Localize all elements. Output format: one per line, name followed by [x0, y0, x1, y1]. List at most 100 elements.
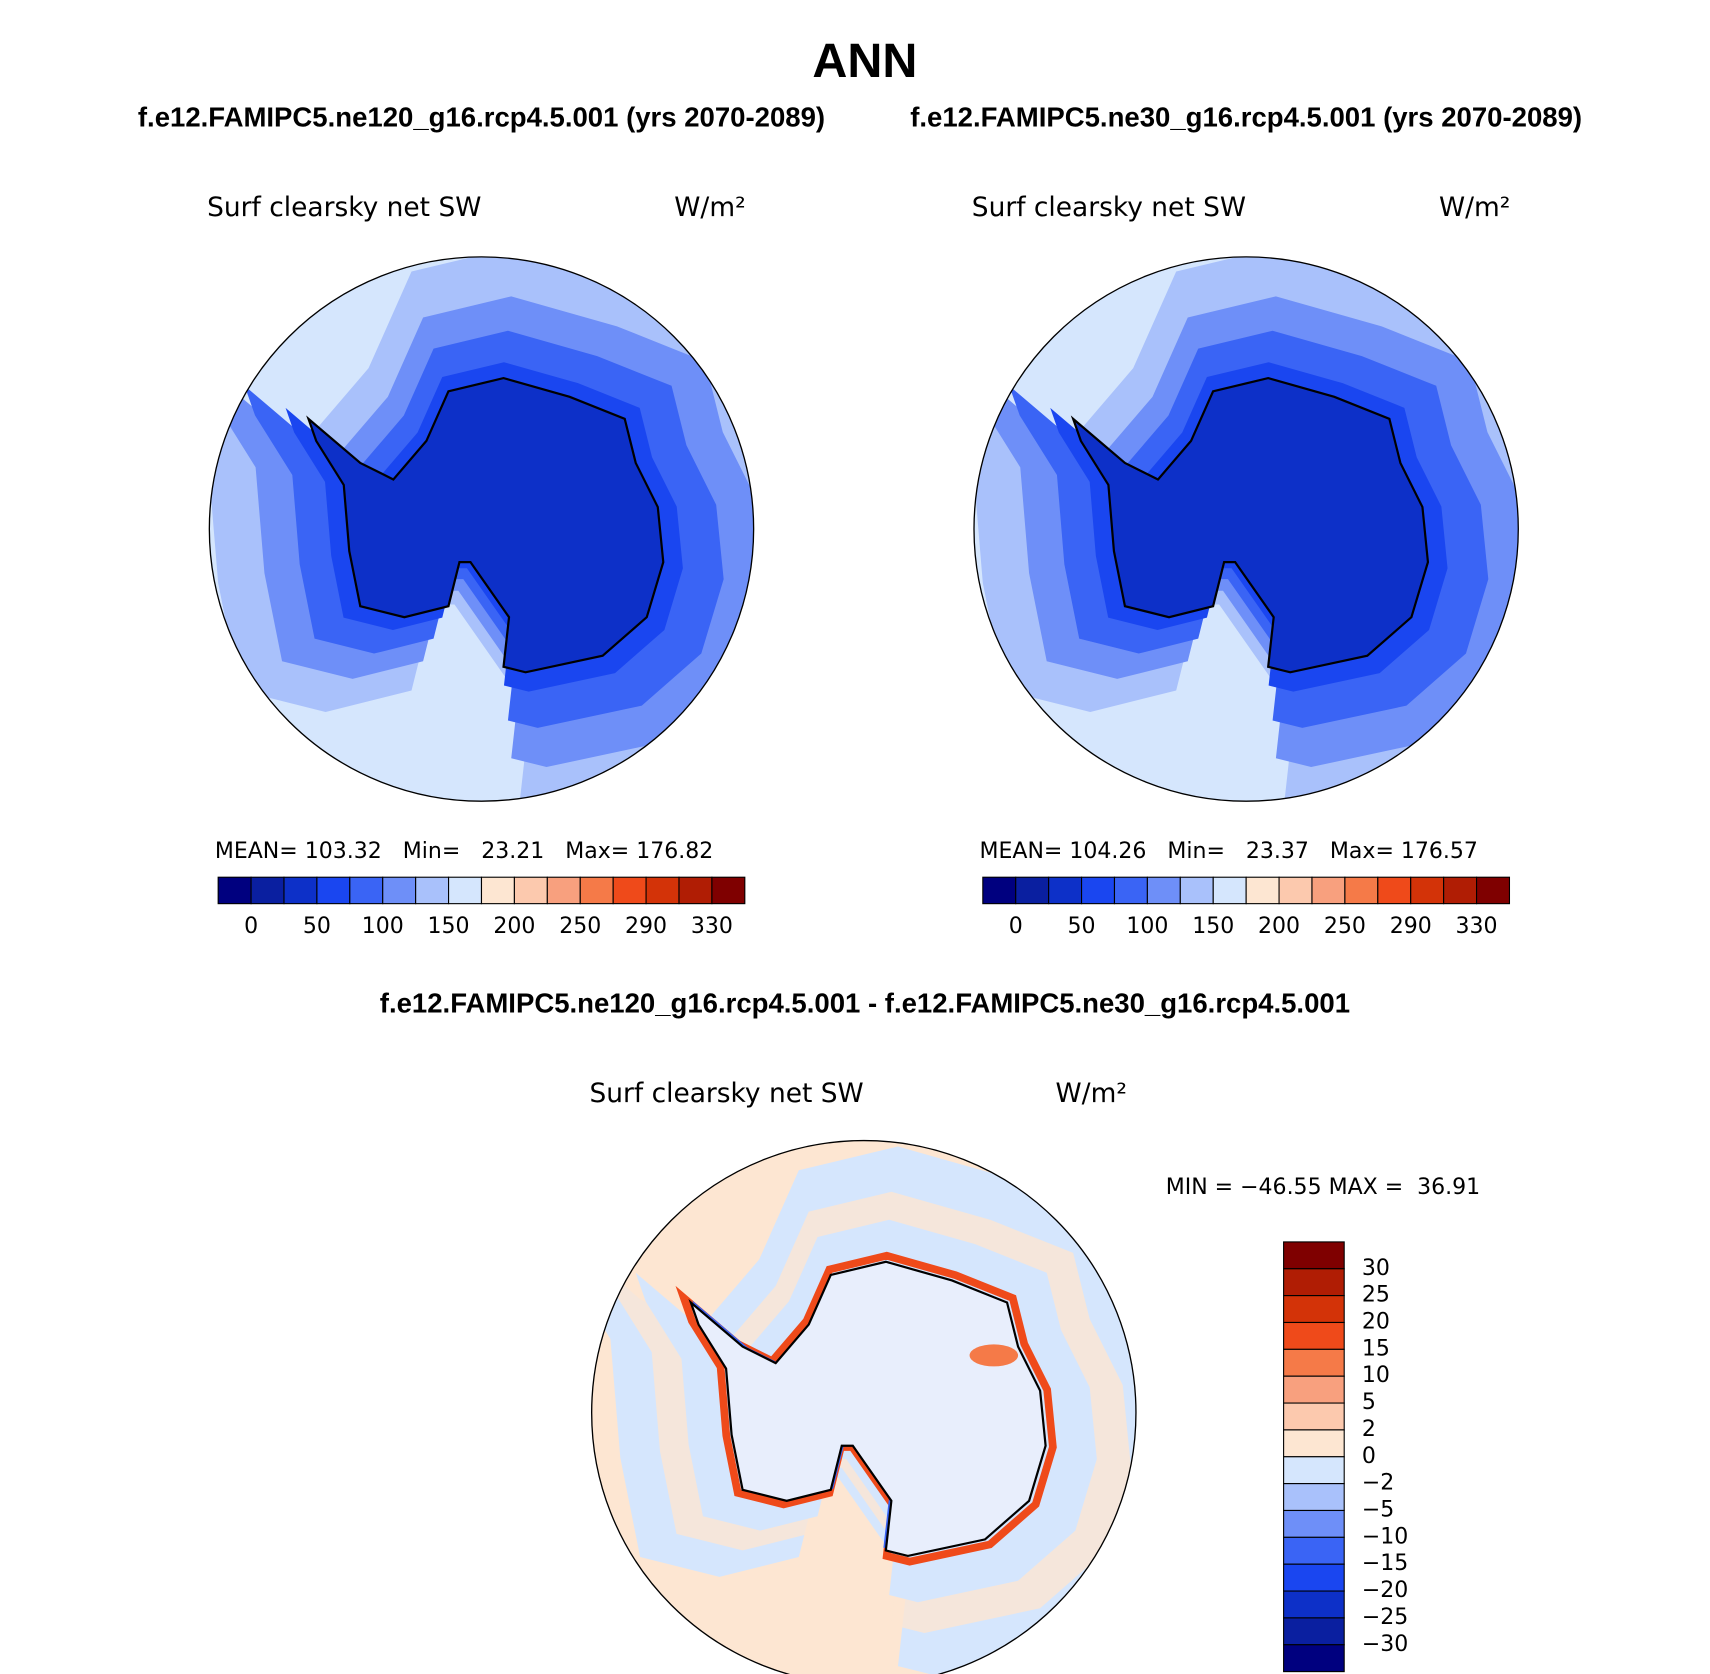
colorbar-box [1283, 1241, 1345, 1270]
figure-title: ANN [812, 34, 917, 88]
colorbar-box [1283, 1402, 1345, 1431]
map [591, 1140, 1136, 1674]
panel-case: f.e12.FAMIPC5.ne30_g16.rcp4.5.001 (yrs 2… [910, 101, 1582, 132]
colorbar-label: 0 [1009, 914, 1023, 939]
colorbar-box [1278, 876, 1313, 905]
colorbar-box [579, 876, 614, 905]
colorbar-box [1283, 1348, 1345, 1377]
colorbar-label: −5 [1362, 1497, 1394, 1522]
colorbar-label: 2 [1362, 1417, 1376, 1442]
anomaly [969, 1344, 1019, 1367]
colorbar-box [1179, 876, 1214, 905]
colorbar-box [612, 876, 647, 905]
map [973, 256, 1519, 802]
panel-case: f.e12.FAMIPC5.ne120_g16.rcp4.5.001 (yrs … [138, 101, 825, 132]
colorbar-box [1048, 876, 1083, 905]
colorbar-box [1283, 1375, 1345, 1404]
map-border [973, 256, 1519, 802]
colorbar-box [382, 876, 417, 905]
colorbar-label: −10 [1362, 1524, 1408, 1549]
colorbar-box [1476, 876, 1511, 905]
coast-red [675, 1251, 1057, 1566]
colorbar-label: 0 [244, 914, 258, 939]
colorbar-label: 330 [691, 914, 733, 939]
colorbar-label: 25 [1362, 1283, 1390, 1308]
stats: MIN = −46.55 MAX = 36.91 [1166, 1175, 1480, 1200]
colorbar-label: −25 [1362, 1605, 1408, 1630]
variable-label: Surf clearsky net SW [207, 192, 481, 223]
colorbar-box [1245, 876, 1280, 905]
colorbar-box [1443, 876, 1478, 905]
colorbar-box [711, 876, 746, 905]
colorbar-box [678, 876, 713, 905]
colorbar-box [415, 876, 450, 905]
map [209, 256, 754, 802]
colorbar-box [1283, 1590, 1345, 1619]
colorbar-box [1081, 876, 1116, 905]
colorbar-label: 150 [1192, 914, 1234, 939]
colorbar-box [1283, 1321, 1345, 1350]
colorbar-box [1146, 876, 1181, 905]
units-label: W/m² [1056, 1078, 1127, 1109]
colorbar-label: 150 [428, 914, 470, 939]
map-border [208, 256, 755, 802]
colorbar-box [1283, 1268, 1345, 1297]
continent [688, 1260, 1047, 1558]
colorbar-box [1283, 1536, 1345, 1565]
colorbar-box [1283, 1483, 1345, 1512]
units-label: W/m² [1439, 192, 1510, 223]
colorbar-label: 250 [1324, 914, 1366, 939]
colorbar-box [1283, 1429, 1345, 1458]
colorbar-box [1377, 876, 1412, 905]
colorbar-label: 50 [1068, 914, 1096, 939]
stats: MEAN= 104.26 Min= 23.37 Max= 176.57 [980, 839, 1478, 864]
map-border [591, 1139, 1137, 1674]
colorbar-box [1283, 1563, 1345, 1592]
difference-case: f.e12.FAMIPC5.ne120_g16.rcp4.5.001 - f.e… [380, 987, 1350, 1018]
colorbar-box [1283, 1509, 1345, 1538]
colorbar-box [1113, 876, 1148, 905]
colorbar-box [1283, 1644, 1345, 1673]
variable-label: Surf clearsky net SW [972, 192, 1246, 223]
colorbar-label: −2 [1362, 1471, 1394, 1496]
colorbar-box [250, 876, 285, 905]
colorbar-box [1344, 876, 1379, 905]
colorbar-label: −30 [1362, 1632, 1408, 1657]
stats: MEAN= 103.32 Min= 23.21 Max= 176.82 [215, 839, 713, 864]
colorbar-box [1015, 876, 1050, 905]
colorbar-box [1212, 876, 1247, 905]
colorbar-label: −15 [1362, 1551, 1408, 1576]
colorbar-box [1311, 876, 1346, 905]
colorbar-box [283, 876, 318, 905]
colorbar-label: 290 [625, 914, 667, 939]
colorbar-label: −20 [1362, 1578, 1408, 1603]
units-label: W/m² [674, 192, 745, 223]
colorbar-box [448, 876, 483, 905]
colorbar-box [1410, 876, 1445, 905]
colorbar-label: 250 [559, 914, 601, 939]
colorbar-box [1283, 1617, 1345, 1646]
colorbar-label: 200 [493, 914, 535, 939]
colorbar-label: 100 [362, 914, 404, 939]
colorbar-box [546, 876, 581, 905]
colorbar-label: 20 [1362, 1309, 1390, 1334]
colorbar-box [1283, 1456, 1345, 1485]
colorbar-label: 50 [303, 914, 331, 939]
colorbar-label: 330 [1456, 914, 1498, 939]
colorbar-box [982, 876, 1017, 905]
colorbar-label: 10 [1362, 1363, 1390, 1388]
continent [1070, 376, 1430, 674]
colorbar-box [513, 876, 548, 905]
variable-label: Surf clearsky net SW [589, 1078, 863, 1109]
colorbar-label: 290 [1390, 914, 1432, 939]
colorbar-label: 15 [1362, 1336, 1390, 1361]
colorbar-box [217, 876, 252, 905]
colorbar-label: 100 [1126, 914, 1168, 939]
colorbar-box [645, 876, 680, 905]
colorbar-label: 5 [1362, 1390, 1376, 1415]
colorbar-label: 200 [1258, 914, 1300, 939]
continent [306, 376, 665, 674]
colorbar-box [480, 876, 515, 905]
